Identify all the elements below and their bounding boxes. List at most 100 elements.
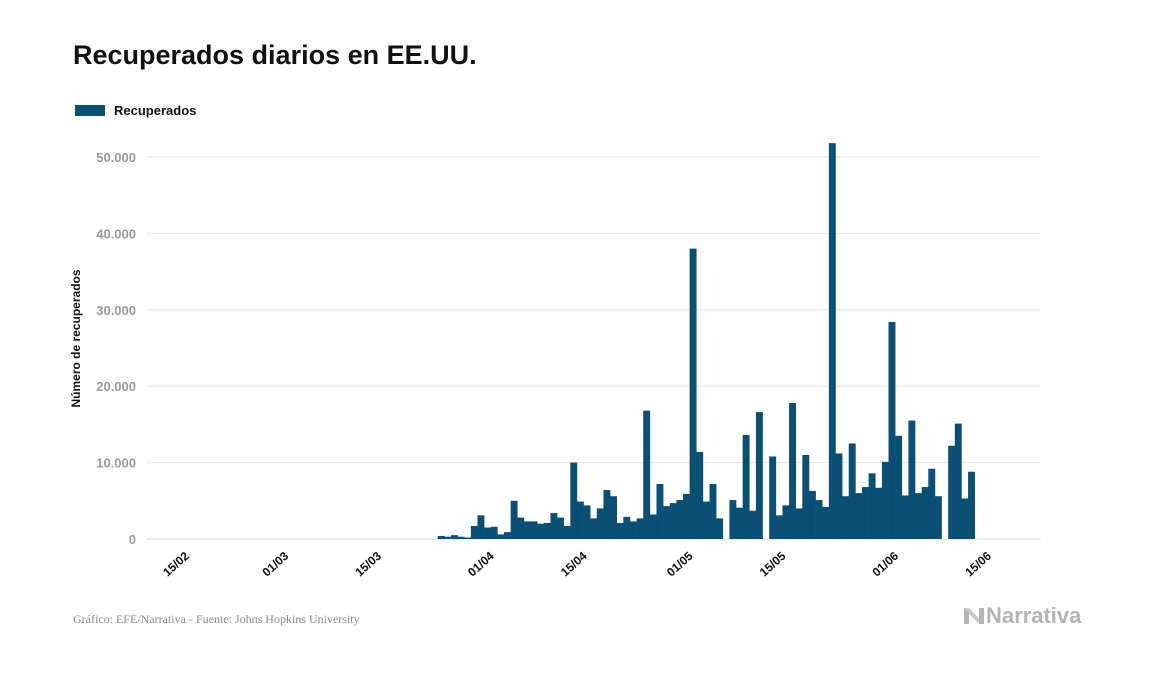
bar xyxy=(504,532,511,539)
x-tick-label: 15/03 xyxy=(352,549,384,580)
bar xyxy=(769,456,777,539)
bar xyxy=(928,468,936,539)
bar xyxy=(484,527,492,539)
bar xyxy=(450,535,458,539)
bar xyxy=(477,515,485,539)
bar xyxy=(835,453,843,539)
bar xyxy=(563,526,571,539)
bar xyxy=(855,493,863,539)
bar xyxy=(689,248,697,539)
bar xyxy=(702,501,710,539)
x-tick-label: 01/05 xyxy=(664,549,696,580)
bar xyxy=(636,518,644,539)
bar xyxy=(795,508,803,539)
bar xyxy=(444,536,452,539)
x-tick-label: 15/02 xyxy=(160,549,192,580)
bar xyxy=(822,506,830,539)
bar xyxy=(616,522,624,539)
bar xyxy=(808,490,816,539)
legend-swatch xyxy=(75,105,105,116)
bar xyxy=(915,493,922,539)
bar xyxy=(517,517,525,539)
brand-logo: Narrativa xyxy=(963,603,1081,629)
bar xyxy=(862,487,869,539)
y-tick-label: 20.000 xyxy=(96,379,136,394)
bar xyxy=(875,487,883,539)
bar xyxy=(782,505,790,539)
bar xyxy=(716,518,724,539)
bar xyxy=(881,461,889,539)
bar xyxy=(908,420,916,539)
bar xyxy=(736,507,743,539)
bar xyxy=(842,496,850,539)
bar xyxy=(729,500,737,539)
bar xyxy=(848,443,856,539)
bar xyxy=(968,471,975,539)
bar xyxy=(755,412,763,539)
legend-label: Recuperados xyxy=(114,103,197,118)
bar xyxy=(683,493,690,539)
bar xyxy=(603,490,611,539)
x-tick-label: 15/06 xyxy=(962,549,994,580)
x-tick-label: 15/04 xyxy=(558,549,590,580)
chart-title: Recuperados diarios en EE.UU. xyxy=(73,40,477,70)
bar xyxy=(537,523,545,539)
bar xyxy=(550,513,558,539)
bar xyxy=(742,435,750,539)
bar xyxy=(663,506,671,539)
bar xyxy=(676,500,684,539)
bar xyxy=(583,505,591,539)
y-tick-label: 40.000 xyxy=(96,226,136,241)
bar xyxy=(895,435,903,539)
bar xyxy=(749,510,757,539)
bar xyxy=(457,536,465,539)
bar xyxy=(590,518,598,539)
bar xyxy=(961,498,969,539)
bar xyxy=(523,521,531,539)
bar xyxy=(656,483,664,539)
legend: Recuperados xyxy=(75,103,196,118)
x-tick-label: 01/03 xyxy=(260,549,292,580)
y-tick-label: 30.000 xyxy=(96,303,136,318)
bar xyxy=(775,515,783,539)
bar xyxy=(888,321,896,539)
bar xyxy=(948,445,956,539)
bar xyxy=(610,496,617,539)
y-axis-title: Número de recuperados xyxy=(69,269,83,407)
bar xyxy=(649,514,657,539)
bar xyxy=(576,501,584,539)
bar xyxy=(901,495,909,539)
bar xyxy=(470,526,478,539)
bar xyxy=(596,508,604,539)
bar xyxy=(696,451,704,539)
bar xyxy=(570,462,578,539)
bar xyxy=(954,423,962,539)
bar xyxy=(815,500,823,539)
bar xyxy=(868,473,876,539)
brand-name: Narrativa xyxy=(986,603,1082,628)
bar xyxy=(490,526,498,539)
bar xyxy=(921,487,929,539)
bar xyxy=(510,500,518,539)
bar xyxy=(669,503,677,539)
narrativa-logo-icon xyxy=(964,608,984,624)
bar xyxy=(828,143,836,540)
bar xyxy=(643,410,651,539)
x-tick-label: 01/06 xyxy=(869,549,901,580)
bar xyxy=(802,454,810,539)
bar xyxy=(543,522,551,539)
x-tick-label: 15/05 xyxy=(757,549,789,580)
bar xyxy=(557,517,564,539)
y-tick-label: 50.000 xyxy=(96,150,136,165)
bar xyxy=(934,496,942,539)
bar xyxy=(497,534,505,539)
bar xyxy=(623,516,631,539)
x-tick-label: 01/04 xyxy=(465,549,497,580)
source-note: Gráfico: EFE/Narrativa - Fuente: Johns H… xyxy=(73,612,360,626)
y-tick-label: 10.000 xyxy=(96,456,136,471)
bar xyxy=(530,521,538,539)
bar xyxy=(437,535,445,539)
bar xyxy=(464,537,472,539)
bar xyxy=(629,521,637,539)
